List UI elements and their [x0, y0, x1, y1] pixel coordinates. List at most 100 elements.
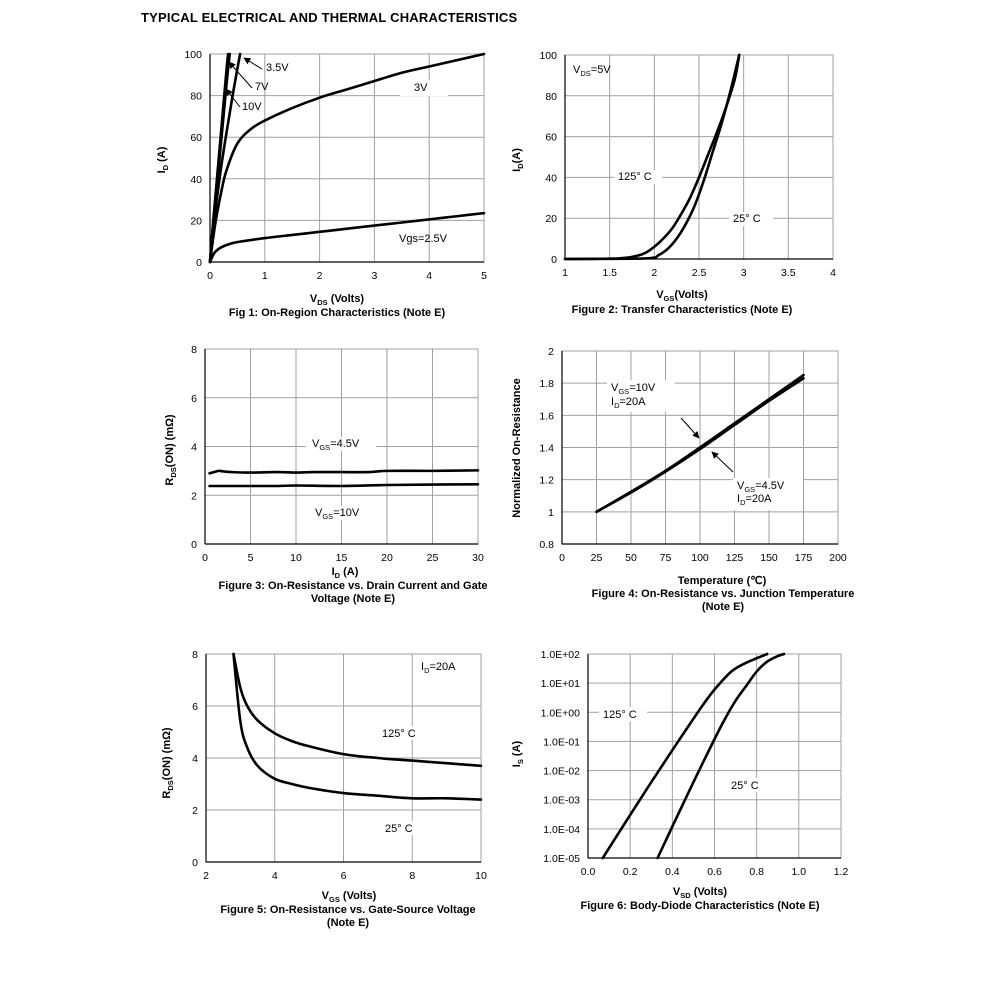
y-tick-label: 100 — [184, 49, 202, 61]
y-tick-label: 60 — [545, 132, 557, 144]
annotation-bg — [733, 478, 803, 510]
y-tick-label: 1.6 — [539, 410, 554, 422]
x-tick-label: 0.6 — [707, 866, 722, 878]
y-axis-label-group: IS (A) — [511, 740, 525, 767]
annotation-label: 10V — [242, 101, 262, 113]
x-tick-label: 3.5 — [781, 267, 796, 279]
y-tick-label: 2 — [548, 346, 554, 358]
x-tick-label: 4 — [830, 267, 836, 279]
y-tick-label: 0 — [191, 539, 197, 551]
x-tick-label: 75 — [660, 552, 672, 564]
y-tick-label: 0.8 — [539, 539, 554, 551]
y-tick-label: 1.4 — [539, 443, 554, 455]
annotation-label: 125° C — [603, 709, 637, 721]
y-tick-label: 1.0E-04 — [543, 824, 580, 836]
y-tick-label: 0 — [551, 254, 557, 266]
x-tick-label: 10 — [475, 870, 487, 882]
y-tick-label: 40 — [545, 172, 557, 184]
annotation-bg — [607, 380, 675, 412]
annotation-bg — [306, 437, 376, 451]
fig3-chart: 0 5 10 15 20 25 30 0 2 4 6 8 ID (A) RDS(ON) (mΩ) VGS=4… — [164, 344, 487, 605]
y-tick-label: 1.0E-03 — [543, 795, 580, 807]
annotation-bg — [400, 80, 448, 96]
annotation-bg — [308, 506, 368, 520]
x-tick-label: 1.2 — [834, 866, 849, 878]
annotation-bg — [726, 778, 770, 792]
y-tick-label: 1.0E+00 — [541, 707, 581, 719]
y-tick-label: 1.0E-02 — [543, 766, 580, 778]
y-axis-label: ID (A) — [156, 146, 170, 173]
annotation-bg — [376, 726, 426, 740]
y-tick-label: 2 — [192, 805, 198, 817]
series-line — [208, 52, 486, 264]
figure-caption: Voltage (Note E) — [311, 593, 395, 605]
figure-caption: (Note E) — [702, 601, 745, 613]
y-axis-label-group: ID(A) — [511, 148, 525, 172]
x-tick-label: 2 — [203, 870, 209, 882]
x-tick-label: 0 — [559, 552, 565, 564]
series-line — [232, 652, 483, 801]
annotation-label: 25° C — [731, 780, 759, 792]
series-line — [208, 469, 480, 475]
y-tick-label: 40 — [190, 174, 202, 186]
y-axis-label-group: RDS(ON) (mΩ) — [161, 727, 175, 799]
x-tick-label: 3 — [741, 267, 747, 279]
x-tick-label: 1 — [562, 267, 568, 279]
x-tick-label: 100 — [691, 552, 709, 564]
x-tick-label: 0 — [202, 552, 208, 564]
x-tick-label: 15 — [336, 552, 348, 564]
x-axis-label: Temperature (℃) — [678, 575, 767, 587]
x-axis-label: VDS (Volts) — [310, 293, 365, 307]
leader-arrow — [225, 88, 241, 108]
annotation-label: VDS=5V — [573, 64, 611, 78]
x-tick-label: 1.0 — [792, 866, 807, 878]
figure-caption: Figure 4: On-Resistance vs. Junction Tem… — [592, 588, 855, 600]
y-tick-label: 0 — [192, 857, 198, 869]
annotation-label: 7V — [255, 81, 269, 93]
y-tick-label: 80 — [545, 91, 557, 103]
y-tick-label: 8 — [191, 344, 197, 356]
y-tick-label: 4 — [191, 442, 197, 454]
y-tick-label: 1.0E+02 — [541, 649, 581, 661]
series-line — [208, 211, 486, 264]
x-tick-label: 4 — [272, 870, 278, 882]
x-tick-label: 8 — [409, 870, 415, 882]
x-tick-label: 2.5 — [692, 267, 707, 279]
x-axis-label: VGS (Volts) — [322, 890, 377, 904]
annotation-label: VGS=4.5V — [312, 438, 360, 452]
annotation-label: VGS=4.5V — [737, 480, 785, 494]
figure-caption: Fig 1: On-Region Characteristics (Note E… — [229, 307, 446, 319]
figure-caption: (Note E) — [327, 917, 370, 929]
series-line — [232, 652, 483, 768]
x-tick-label: 5 — [248, 552, 254, 564]
x-tick-label: 0.2 — [623, 866, 638, 878]
x-tick-label: 0.8 — [749, 866, 764, 878]
x-tick-label: 1.5 — [602, 267, 617, 279]
annotation-label: 25° C — [385, 823, 413, 835]
y-tick-label: 0 — [196, 257, 202, 269]
annotation-bg — [729, 212, 773, 226]
fig1-chart: 0 1 2 3 4 5 0 20 40 60 80 100 VDS (Volts) ID (A) 3.5V 7… — [156, 49, 487, 319]
x-tick-label: 5 — [481, 270, 487, 282]
y-tick-label: 1.8 — [539, 378, 554, 390]
x-tick-label: 1 — [262, 270, 268, 282]
x-tick-label: 0 — [207, 270, 213, 282]
x-tick-label: 0.4 — [665, 866, 680, 878]
x-tick-label: 2 — [651, 267, 657, 279]
page-title: TYPICAL ELECTRICAL AND THERMAL CHARACTER… — [141, 10, 518, 25]
annotation-label: VGS=10V — [315, 507, 360, 521]
x-axis-label: VSD (Volts) — [673, 886, 728, 900]
series-line — [208, 482, 480, 488]
annotation-label: VGS=10V — [611, 382, 656, 396]
y-axis-label: Normalized On-Resistance — [511, 378, 523, 517]
leader-arrow — [680, 417, 700, 439]
leader-arrow — [228, 61, 253, 89]
x-tick-label: 10 — [290, 552, 302, 564]
annotation-label: ID=20A — [421, 661, 456, 675]
series-line — [563, 53, 741, 261]
y-tick-label: 100 — [539, 50, 557, 62]
annotation-bg — [380, 821, 425, 835]
y-tick-label: 20 — [190, 215, 202, 227]
